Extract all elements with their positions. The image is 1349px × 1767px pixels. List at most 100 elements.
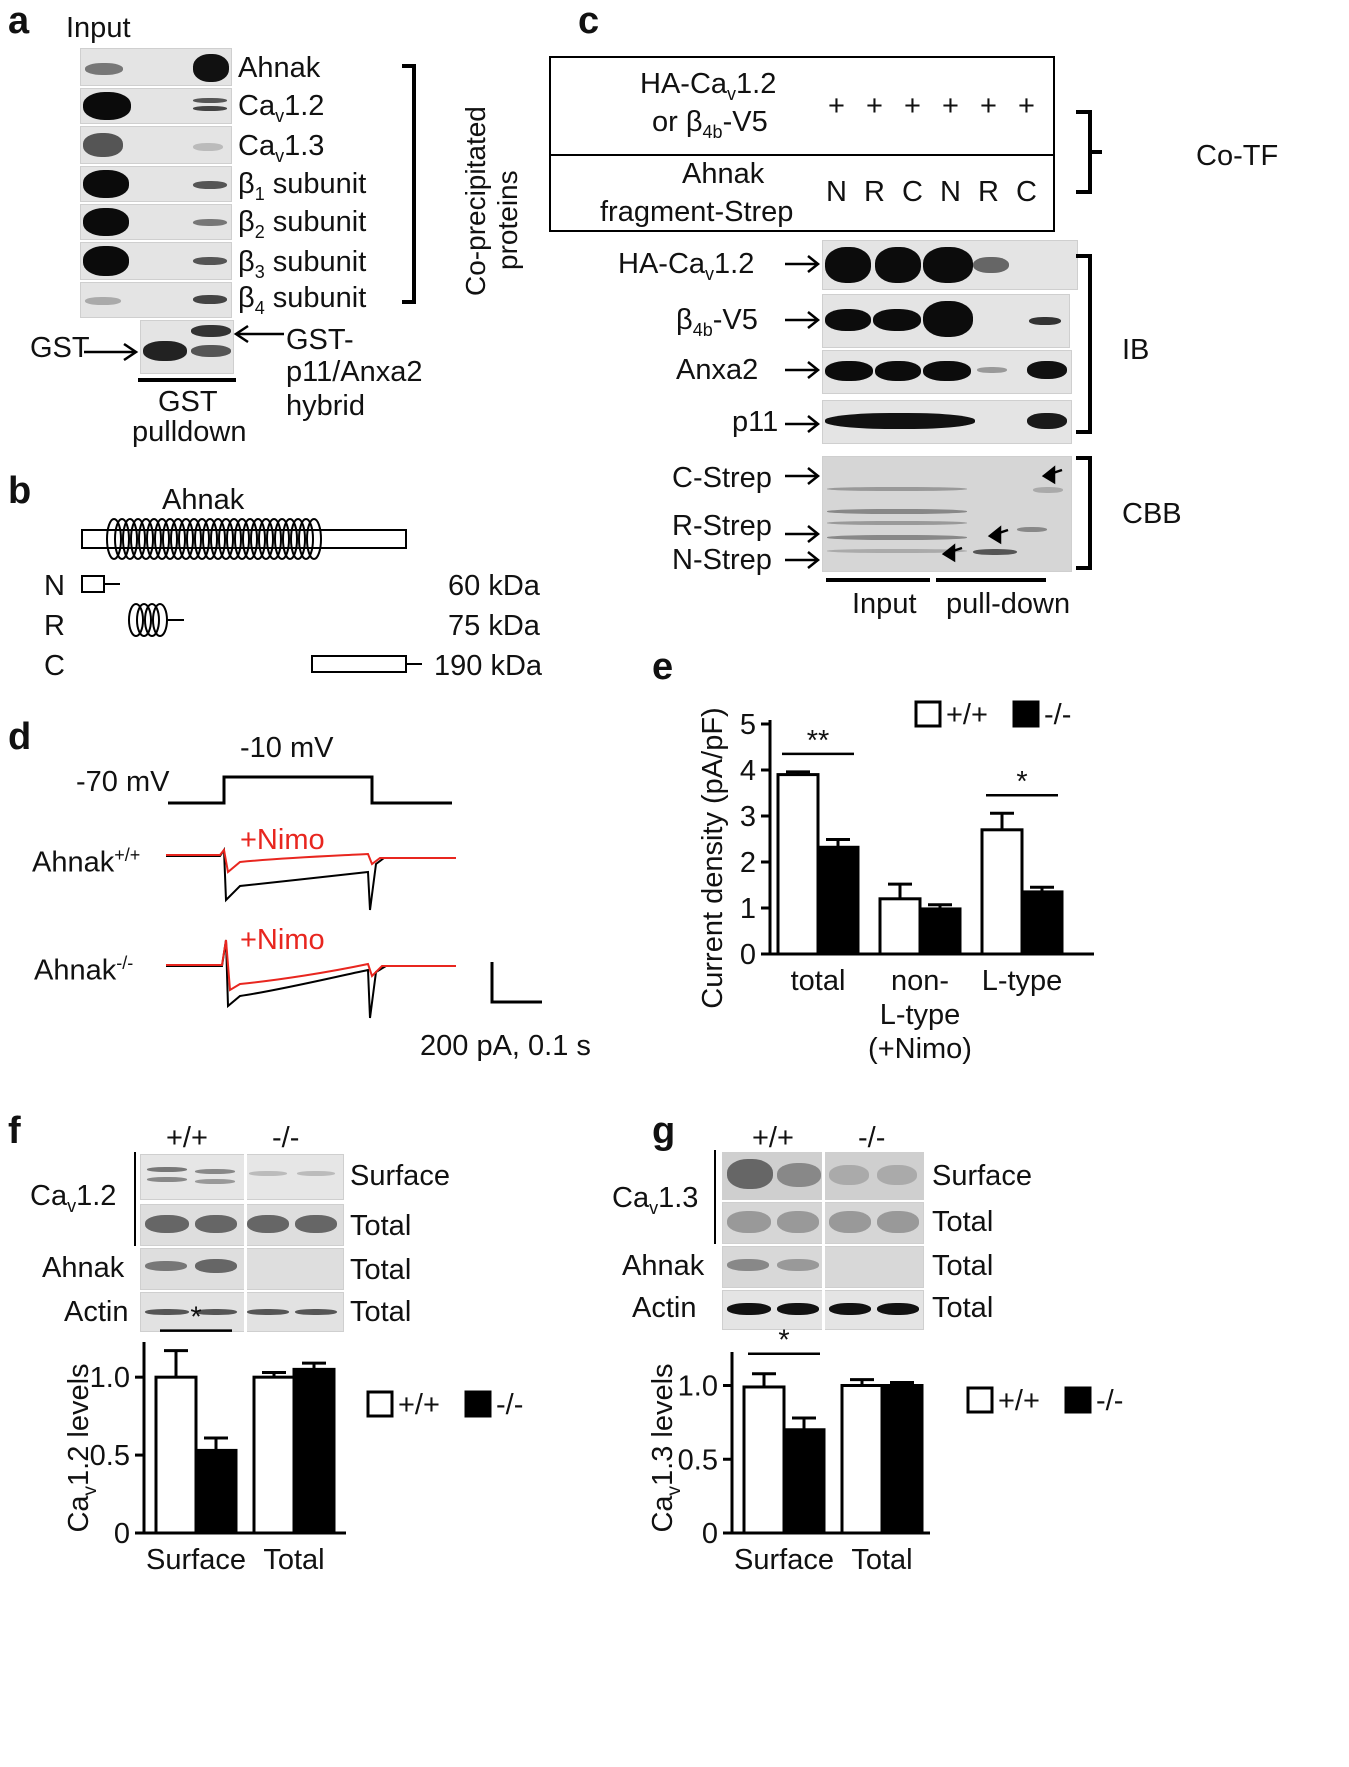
step-potential-label: -10 mV xyxy=(240,732,334,764)
total-label-g-3: Total xyxy=(932,1292,994,1324)
repeat-unit xyxy=(194,518,210,560)
repeat-unit xyxy=(136,603,152,637)
kda-c: 190 kDa xyxy=(434,650,543,682)
panel-label-f: f xyxy=(8,1110,21,1152)
legend-label-ko: -/- xyxy=(496,1389,523,1421)
cbb-label: CBB xyxy=(1122,498,1182,530)
repeat-unit xyxy=(290,518,306,560)
row-label-cav13: Cav1.3 xyxy=(238,130,325,166)
y-axis-label: Cav1.3 levels xyxy=(647,1363,685,1532)
ahnak-label-f: Ahnak xyxy=(42,1252,125,1284)
bar xyxy=(194,1448,238,1535)
cav12-blot-label: Cav1.2 xyxy=(30,1180,117,1216)
bar xyxy=(742,1385,786,1535)
blot-ha-cav12 xyxy=(822,240,1078,290)
repeat-unit xyxy=(242,518,258,560)
repeat-unit xyxy=(306,518,322,560)
repeat-unit xyxy=(258,518,274,560)
blot-label-anxa2: Anxa2 xyxy=(676,354,759,386)
blot-f-actin xyxy=(140,1292,344,1332)
category-label: Total xyxy=(851,1544,912,1576)
repeat-unit xyxy=(106,518,122,560)
repeat-unit xyxy=(114,518,130,560)
total-label-g-1: Total xyxy=(932,1206,994,1238)
repeat-unit xyxy=(170,518,186,560)
y-tick-label: 5 xyxy=(740,709,756,741)
blot-f-ahnak xyxy=(140,1248,344,1290)
actin-label-g: Actin xyxy=(632,1292,697,1324)
hybrid-label-1: GST- xyxy=(286,324,354,356)
bar xyxy=(292,1367,336,1535)
trace-ko-control xyxy=(166,939,456,1019)
blot-anxa2 xyxy=(822,350,1072,394)
legend-swatch-ko xyxy=(1064,1386,1092,1414)
cotf-row2-line2: fragment-Strep xyxy=(600,196,794,228)
repeat-unit xyxy=(202,518,218,560)
blot-label-beta4b-v5: β4b-V5 xyxy=(676,304,758,340)
lane-label: N xyxy=(826,176,847,208)
y-tick-label: 0.5 xyxy=(678,1444,718,1476)
repeat-unit xyxy=(130,518,146,560)
repeat-unit xyxy=(250,518,266,560)
surface-label-g: Surface xyxy=(932,1160,1032,1192)
cotf-row1-line2: or β4b-V5 xyxy=(652,106,768,142)
category-label: L-type xyxy=(982,965,1063,997)
bar xyxy=(880,1384,924,1535)
plus-sign: + xyxy=(904,90,921,122)
lane-label: C xyxy=(902,176,923,208)
genotype-wt-g: +/+ xyxy=(752,1122,794,1154)
bar xyxy=(816,845,860,956)
ahnak-schematic-title: Ahnak xyxy=(162,484,245,516)
y-tick-label: 2 xyxy=(740,847,756,879)
lane-label: R xyxy=(978,176,999,208)
row-label-beta2: β2 subunit xyxy=(238,206,367,242)
legend-swatch-wt xyxy=(366,1390,394,1418)
blot-gst xyxy=(140,320,234,374)
cbb-label-c-strep: C-Strep xyxy=(672,462,772,494)
kda-r: 75 kDa xyxy=(448,610,540,642)
y-tick-label: 4 xyxy=(740,755,756,787)
repeat-unit xyxy=(178,518,194,560)
fragment-label-r: R xyxy=(44,610,65,642)
repeat-unit xyxy=(138,518,154,560)
pulldown-label-1: GST xyxy=(158,386,218,418)
blot-label-ha-cav12: HA-Cav1.2 xyxy=(618,248,755,284)
blot-f-total-cav xyxy=(140,1204,344,1246)
fragment-label-n: N xyxy=(44,570,65,602)
plus-sign: + xyxy=(980,90,997,122)
y-axis-label: Cav1.2 levels xyxy=(63,1363,101,1532)
repeat-unit xyxy=(218,518,234,560)
blot-beta4 xyxy=(80,282,232,318)
trace-wt-control xyxy=(166,846,456,911)
repeat-unit xyxy=(146,518,162,560)
repeat-unit xyxy=(154,518,170,560)
bar xyxy=(776,773,820,956)
blot-beta4b-v5 xyxy=(822,294,1070,348)
plus-sign: + xyxy=(942,90,959,122)
lane-label: C xyxy=(1016,176,1037,208)
panel-label-e: e xyxy=(652,646,674,688)
repeat-unit xyxy=(298,518,314,560)
blot-p11 xyxy=(822,400,1072,444)
y-tick-label: 0.5 xyxy=(90,1440,130,1472)
gst-label: GST xyxy=(30,332,90,364)
genotype-ko-g: -/- xyxy=(858,1122,886,1154)
genotype-ko-f: -/- xyxy=(272,1122,300,1154)
row-label-beta4: β4 subunit xyxy=(238,282,367,318)
y-tick-label: 3 xyxy=(740,801,756,833)
cotf-table xyxy=(549,56,1055,232)
repeat-unit xyxy=(210,518,226,560)
hybrid-label-3: hybrid xyxy=(286,390,365,422)
row-label-ahnak: Ahnak xyxy=(238,52,321,84)
hybrid-label-2: p11/Anxa2 xyxy=(286,356,423,388)
blot-f-surface xyxy=(140,1154,344,1200)
plus-sign: + xyxy=(1018,90,1035,122)
nimo-label-ko: +Nimo xyxy=(240,924,325,956)
voltage-protocol xyxy=(168,775,452,805)
genotype-label-ko: Ahnak-/- xyxy=(34,953,134,987)
